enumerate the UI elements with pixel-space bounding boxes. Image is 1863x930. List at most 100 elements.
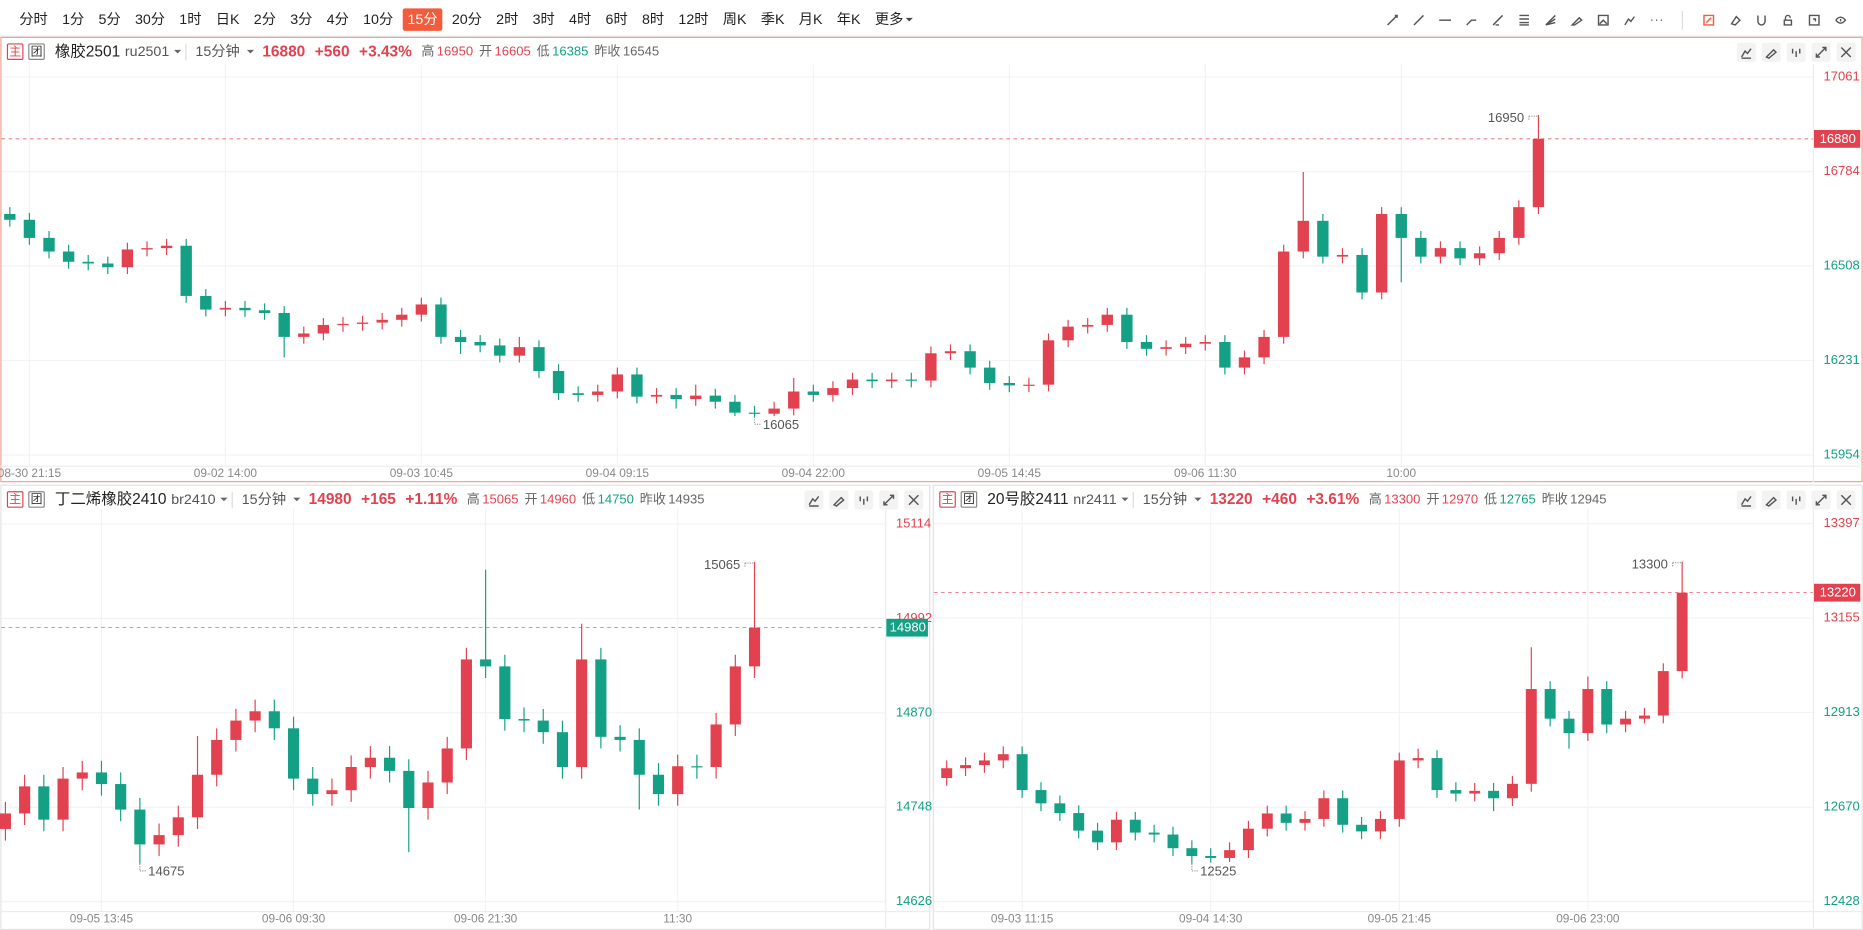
instrument-name[interactable]: 橡胶2501 <box>55 42 120 60</box>
candle-body <box>1160 347 1172 349</box>
toolbar-item[interactable]: 8时 <box>642 11 664 28</box>
panel-icon <box>859 496 869 505</box>
panel-icon <box>1765 48 1778 60</box>
toolbar-item[interactable]: 月K <box>799 12 823 28</box>
candle-body <box>200 295 212 310</box>
badge-box <box>960 491 978 508</box>
candle-body <box>827 388 839 395</box>
last-price: 14980 <box>309 491 352 508</box>
instrument-code[interactable]: nr2411 <box>1073 492 1116 508</box>
toolbar-icon[interactable] <box>1757 15 1766 26</box>
candle-body <box>1676 592 1688 672</box>
toolbar-icon[interactable] <box>1624 16 1635 26</box>
candle-body <box>1356 824 1368 832</box>
toolbar-item[interactable]: 3分 <box>290 11 312 28</box>
toolbar-item[interactable]: 4时 <box>569 11 591 28</box>
toolbar-item[interactable]: 2时 <box>496 11 518 28</box>
toolbar-icon[interactable] <box>1835 16 1847 24</box>
toolbar-item[interactable]: 5分 <box>99 11 121 28</box>
stat-value: 14935 <box>668 491 704 506</box>
candle-body <box>1073 813 1085 831</box>
last-price: 16880 <box>262 43 305 60</box>
period-select[interactable]: 15分钟 <box>1143 491 1187 508</box>
badge: 主 <box>9 492 21 506</box>
stat-value: 14960 <box>540 491 576 506</box>
toolbar-item[interactable]: 30分 <box>135 11 165 28</box>
candle-body <box>1129 819 1141 833</box>
toolbar-item[interactable]: 15分 <box>407 11 437 28</box>
candle-body <box>1356 254 1368 293</box>
toolbar-item[interactable]: 2分 <box>254 11 276 28</box>
toolbar-icon[interactable] <box>1545 14 1556 26</box>
toolbar-icon[interactable] <box>1519 14 1529 26</box>
toolbar-icon[interactable] <box>1783 14 1793 26</box>
stat-label: 开 <box>1426 491 1439 506</box>
toolbar-item[interactable]: 3时 <box>533 11 555 28</box>
badge: 主 <box>9 44 21 58</box>
candle-body <box>76 772 88 779</box>
y-tick-label: 15954 <box>1823 446 1859 461</box>
candle-body <box>356 322 369 324</box>
panel-frame <box>932 484 1863 930</box>
toolbar-icon[interactable] <box>1597 14 1609 26</box>
instrument-code[interactable]: br2410 <box>171 492 215 508</box>
y-tick-label: 12670 <box>1823 799 1859 814</box>
toolbar-icon[interactable] <box>1570 16 1583 26</box>
toolbar-icon[interactable] <box>1492 14 1504 26</box>
period-select[interactable]: 15分钟 <box>195 43 239 60</box>
candle-body <box>1054 803 1066 814</box>
candle-body <box>768 408 780 414</box>
stat-label: 昨收 <box>1542 491 1568 506</box>
candle-body <box>866 379 878 382</box>
candle-body <box>1277 251 1290 337</box>
candle-body <box>729 666 741 725</box>
candle-body <box>268 711 280 729</box>
candle-body <box>614 736 626 740</box>
candle-body <box>1582 689 1594 734</box>
candle-body <box>1450 790 1462 794</box>
toolbar-item[interactable]: 周K <box>723 12 747 28</box>
toolbar-item[interactable]: 1分 <box>62 11 84 28</box>
toolbar-item[interactable]: 更多 <box>875 11 904 28</box>
candle-body <box>4 213 16 220</box>
instrument-name[interactable]: 20号胶2411 <box>987 490 1068 508</box>
y-tick-label: 15114 <box>896 515 931 530</box>
toolbar-item[interactable]: 10分 <box>363 11 393 28</box>
toolbar-icon[interactable] <box>1703 14 1715 26</box>
toolbar-item[interactable]: 6时 <box>606 11 628 28</box>
candle-body <box>1140 342 1153 349</box>
max-price-label: 13300 <box>1632 556 1668 571</box>
instrument-name[interactable]: 丁二烯橡胶2410 <box>55 490 167 508</box>
toolbar-item[interactable]: 日K <box>216 12 240 28</box>
candle-body <box>1121 314 1133 343</box>
toolbar-item[interactable]: 20分 <box>452 11 482 28</box>
candle-body <box>376 319 388 323</box>
instrument-code[interactable]: ru2501 <box>125 44 169 60</box>
candle-body <box>1337 798 1349 825</box>
toolbar-item[interactable]: 12时 <box>678 11 708 28</box>
toolbar-item[interactable]: 1时 <box>179 11 201 28</box>
candle-body <box>1219 342 1231 368</box>
toolbar-icon[interactable] <box>1808 14 1820 26</box>
toolbar-item[interactable]: 年K <box>837 11 861 28</box>
candle-body <box>1205 855 1217 858</box>
toolbar-item[interactable]: 分时 <box>19 11 48 28</box>
toolbar-icon[interactable] <box>1730 15 1741 26</box>
panel-icon <box>1815 494 1827 506</box>
toolbar-item[interactable]: 季K <box>761 11 785 28</box>
toolbar-icon[interactable] <box>1387 14 1398 26</box>
y-tick-label: 13397 <box>1823 515 1859 530</box>
stat-label: 高 <box>1369 491 1382 506</box>
y-tick-label: 17061 <box>1823 69 1859 84</box>
candle-body <box>944 351 957 354</box>
candle-body <box>43 237 55 252</box>
candle-body <box>153 835 165 845</box>
toolbar-icon[interactable] <box>1413 14 1424 26</box>
candle-body <box>886 379 898 382</box>
toolbar-item[interactable]: 4分 <box>327 11 349 28</box>
toolbar-icon[interactable] <box>1466 19 1477 26</box>
candle-body <box>121 249 134 268</box>
stat-label: 低 <box>582 491 595 506</box>
period-select[interactable]: 15分钟 <box>242 491 286 508</box>
